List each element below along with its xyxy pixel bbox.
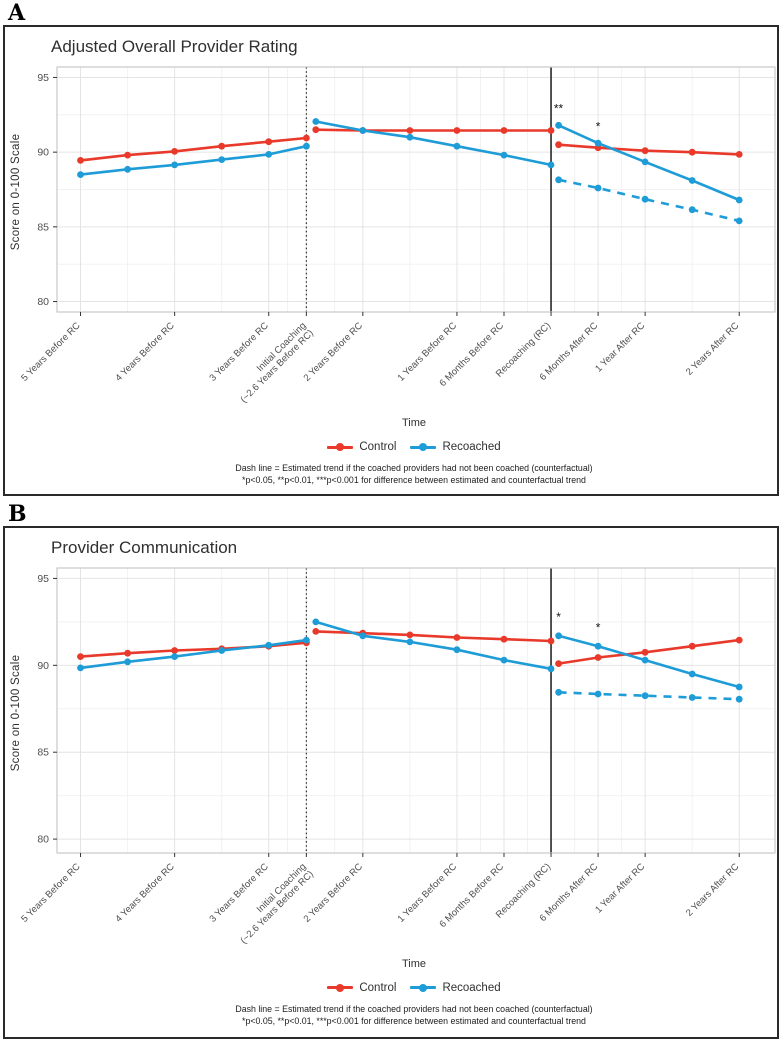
chart-b-y-axis-title: Score on 0-100 Scale: [10, 654, 22, 771]
panel-a-letter: A: [8, 0, 26, 26]
chart-a-title: Adjusted Overall Provider Rating: [51, 37, 298, 56]
chart-b-legend: Control Recoached: [5, 982, 777, 994]
svg-text:90: 90: [37, 659, 49, 671]
chart-b-plot-area: Score on 0-100 Scale 5 Years Before RC 4 …: [5, 560, 777, 962]
legend-label: Recoached: [442, 981, 501, 994]
figure-panel-b: B Provider Communication Score on 0-100 …: [0, 503, 782, 1040]
legend-key-icon: [410, 986, 437, 990]
legend-item-recoached: Recoached: [410, 441, 501, 453]
panel-a-box: Adjusted Overall Provider Rating Score o…: [3, 25, 779, 496]
series-recoached-counterfactual-dash-: [555, 688, 743, 703]
svg-text:1 Year After RC: 1 Year After RC: [593, 320, 647, 374]
svg-text:2 Years Before RC: 2 Years Before RC: [302, 320, 366, 384]
svg-text:*: *: [556, 610, 561, 624]
gridlines: [57, 67, 775, 312]
legend-key-icon: [327, 445, 354, 449]
svg-text:95: 95: [37, 573, 49, 585]
svg-text:Initial Coaching(~2.6 Years Be: Initial Coaching(~2.6 Years Before RC): [231, 320, 316, 405]
chart-a-x-axis-title: Time: [401, 417, 427, 429]
svg-text:*: *: [596, 620, 601, 634]
svg-text:*: *: [596, 119, 601, 133]
figure-panel-a: A Adjusted Overall Provider Rating Score…: [0, 2, 782, 496]
svg-text:5 Years Before RC: 5 Years Before RC: [19, 861, 83, 925]
svg-text:2 Years Before RC: 2 Years Before RC: [302, 861, 366, 925]
panel-gap: [0, 496, 782, 501]
x-axis: 5 Years Before RC 4 Years Before RC 3 Year…: [19, 852, 742, 946]
footnote-dash-line-note: Dash line = Estimated trend if the coach…: [235, 1003, 593, 1014]
footnote-pvalue-note: *p<0.05, **p<0.01, ***p<0.001 for differ…: [242, 475, 586, 486]
y-axis: 80 85 90 95: [37, 573, 57, 845]
significance-annotations: **: [556, 610, 601, 634]
svg-text:85: 85: [37, 746, 49, 758]
legend-key-icon: [327, 986, 354, 990]
series-recoached: [77, 618, 743, 691]
svg-text:4 Years Before RC: 4 Years Before RC: [113, 320, 177, 384]
svg-text:2 Years After RC: 2 Years After RC: [684, 861, 742, 919]
series-recoached-counterfactual-dash-: [555, 176, 743, 225]
y-axis: 80 85 90 95: [37, 72, 57, 308]
svg-text:5 Years Before RC: 5 Years Before RC: [19, 320, 83, 384]
series-control: [77, 126, 743, 164]
svg-text:80: 80: [37, 296, 49, 308]
svg-text:**: **: [554, 102, 564, 116]
series-recoached: [77, 118, 743, 204]
legend-label: Recoached: [442, 441, 501, 453]
legend-label: Control: [359, 981, 397, 994]
svg-text:80: 80: [37, 833, 49, 845]
significance-annotations: ***: [554, 102, 601, 134]
chart-a-footnote: Dash line = Estimated trend if the coach…: [5, 462, 777, 487]
chart-b-line-chart: 5 Years Before RC 4 Years Before RC 3 Year…: [19, 567, 776, 946]
svg-text:90: 90: [37, 147, 49, 159]
chart-a-y-axis-title: Score on 0-100 Scale: [10, 133, 22, 251]
chart-a-line-chart: 5 Years Before RC 4 Years Before RC 3 Year…: [19, 66, 776, 405]
svg-text:95: 95: [37, 72, 49, 84]
panel-b-letter: B: [8, 500, 27, 527]
reference-lines: [305, 567, 552, 853]
svg-text:1 Year After RC: 1 Year After RC: [593, 861, 647, 915]
chart-b-x-axis-title: Time: [401, 957, 427, 970]
chart-b-footnote: Dash line = Estimated trend if the coach…: [5, 1003, 777, 1028]
chart-a-legend: Control Recoached: [5, 441, 777, 453]
legend-item-control: Control: [327, 982, 396, 994]
chart-b-title: Provider Communication: [51, 537, 238, 557]
svg-text:Initial Coaching(~2.6 Years Be: Initial Coaching(~2.6 Years Before RC): [231, 861, 316, 946]
footnote-dash-line-note: Dash line = Estimated trend if the coach…: [235, 463, 593, 473]
x-axis: 5 Years Before RC 4 Years Before RC 3 Year…: [19, 312, 741, 405]
reference-lines: [305, 67, 552, 312]
panel-b-box: Provider Communication Score on 0-100 Sc…: [3, 525, 779, 1040]
chart-a-plot-area: Score on 0-100 Scale 5 Years Before RC 4 …: [5, 59, 777, 421]
svg-text:4 Years Before RC: 4 Years Before RC: [113, 861, 177, 925]
legend-key-icon: [410, 445, 437, 449]
legend-label: Control: [359, 441, 397, 453]
legend-item-control: Control: [327, 441, 396, 453]
svg-text:85: 85: [37, 221, 49, 233]
footnote-pvalue-note: *p<0.05, **p<0.01, ***p<0.001 for differ…: [242, 1015, 586, 1026]
legend-item-recoached: Recoached: [410, 981, 501, 994]
svg-text:2 Years After RC: 2 Years After RC: [684, 320, 742, 378]
